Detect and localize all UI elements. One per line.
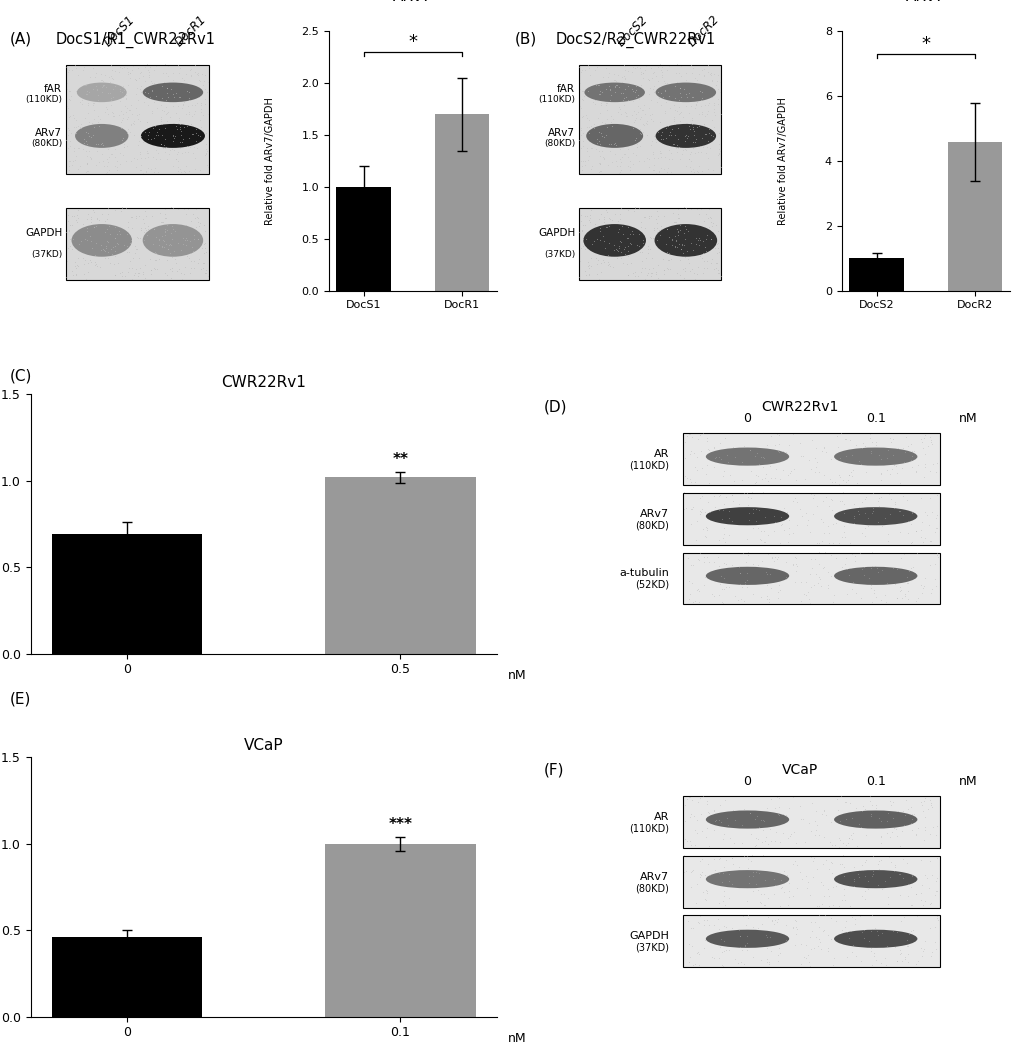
Text: nM: nM <box>958 776 976 788</box>
Ellipse shape <box>75 124 128 148</box>
Ellipse shape <box>834 567 916 585</box>
Ellipse shape <box>586 124 643 148</box>
Ellipse shape <box>583 224 645 257</box>
Text: nM: nM <box>958 413 976 425</box>
Text: (A): (A) <box>10 31 33 46</box>
Ellipse shape <box>143 224 203 257</box>
Ellipse shape <box>655 124 715 148</box>
Text: 0: 0 <box>743 776 751 788</box>
Ellipse shape <box>141 124 205 148</box>
Ellipse shape <box>705 870 789 889</box>
Bar <box>52 937 202 1017</box>
Text: (D): (D) <box>543 399 567 415</box>
Text: nM: nM <box>507 1031 526 1045</box>
Bar <box>336 187 390 290</box>
Bar <box>683 552 938 605</box>
Text: 0: 0 <box>743 413 751 425</box>
Text: ARv7: ARv7 <box>547 128 575 137</box>
Title: ARv7: ARv7 <box>392 0 432 4</box>
Text: 0.1: 0.1 <box>865 413 884 425</box>
Bar <box>683 916 938 967</box>
Ellipse shape <box>655 83 715 102</box>
Bar <box>325 477 475 654</box>
Ellipse shape <box>71 224 131 257</box>
Ellipse shape <box>76 83 126 102</box>
Text: DocS1: DocS1 <box>102 14 138 49</box>
Bar <box>849 258 903 290</box>
Text: (110KD): (110KD) <box>25 95 62 105</box>
Text: (80KD): (80KD) <box>543 139 575 148</box>
Text: (37KD): (37KD) <box>635 943 668 953</box>
Text: GAPDH: GAPDH <box>24 228 62 238</box>
Text: ***: *** <box>388 816 412 832</box>
Text: 0.1: 0.1 <box>865 776 884 788</box>
Ellipse shape <box>705 447 789 465</box>
Text: (F): (F) <box>543 763 564 778</box>
Text: (80KD): (80KD) <box>31 139 62 148</box>
Text: *: * <box>408 34 417 51</box>
Text: ARv7: ARv7 <box>640 508 668 519</box>
Ellipse shape <box>705 567 789 585</box>
Text: (37KD): (37KD) <box>31 250 62 260</box>
Bar <box>683 493 938 545</box>
Ellipse shape <box>834 507 916 525</box>
Text: DocS2: DocS2 <box>614 14 650 49</box>
Y-axis label: Relative fold ARv7/GAPDH: Relative fold ARv7/GAPDH <box>265 97 275 225</box>
Text: *: * <box>920 35 929 52</box>
Text: DocR1: DocR1 <box>173 14 209 49</box>
Text: ARv7: ARv7 <box>640 872 668 881</box>
Text: GAPDH: GAPDH <box>629 932 668 941</box>
Ellipse shape <box>834 930 916 947</box>
Bar <box>683 796 938 848</box>
Y-axis label: Relative fold ARv7/GAPDH: Relative fold ARv7/GAPDH <box>777 97 788 225</box>
Text: fAR: fAR <box>44 84 62 94</box>
Ellipse shape <box>705 810 789 829</box>
Bar <box>52 534 202 654</box>
Text: DocS2/R2_CWR22Rv1: DocS2/R2_CWR22Rv1 <box>555 31 715 47</box>
Ellipse shape <box>654 224 716 257</box>
Title: VCaP: VCaP <box>244 739 283 754</box>
Title: ARv7: ARv7 <box>905 0 945 4</box>
Text: AR: AR <box>653 812 668 822</box>
Text: (37KD): (37KD) <box>543 250 575 260</box>
Text: (E): (E) <box>10 692 32 706</box>
Ellipse shape <box>705 930 789 947</box>
Bar <box>435 114 489 290</box>
Text: a-tubulin: a-tubulin <box>619 568 668 578</box>
Text: (110KD): (110KD) <box>538 95 575 105</box>
Text: DocR2: DocR2 <box>685 14 721 49</box>
Ellipse shape <box>705 507 789 525</box>
Text: DocS1/R1_CWR22Rv1: DocS1/R1_CWR22Rv1 <box>56 31 216 47</box>
Bar <box>947 141 1002 290</box>
Bar <box>325 844 475 1017</box>
Ellipse shape <box>143 83 203 102</box>
Ellipse shape <box>834 447 916 465</box>
Text: (110KD): (110KD) <box>629 824 668 833</box>
Text: fAR: fAR <box>556 84 575 94</box>
Text: GAPDH: GAPDH <box>537 228 575 238</box>
Text: (110KD): (110KD) <box>629 461 668 471</box>
Text: (C): (C) <box>10 369 33 384</box>
Text: (B): (B) <box>515 31 537 46</box>
Text: (52KD): (52KD) <box>635 580 668 590</box>
Text: CWR22Rv1: CWR22Rv1 <box>760 399 838 414</box>
Title: CWR22Rv1: CWR22Rv1 <box>221 375 306 391</box>
Bar <box>683 856 938 908</box>
Bar <box>66 208 208 280</box>
Text: AR: AR <box>653 449 668 459</box>
Ellipse shape <box>834 810 916 829</box>
Bar <box>579 208 720 280</box>
Bar <box>579 65 720 174</box>
Bar <box>66 65 208 174</box>
Text: VCaP: VCaP <box>782 763 817 777</box>
Text: nM: nM <box>507 669 526 681</box>
Ellipse shape <box>834 870 916 889</box>
Text: (80KD): (80KD) <box>635 883 668 893</box>
Text: (80KD): (80KD) <box>635 520 668 530</box>
Text: **: ** <box>392 452 408 467</box>
Text: ARv7: ARv7 <box>36 128 62 137</box>
Bar <box>683 433 938 485</box>
Ellipse shape <box>584 83 644 102</box>
